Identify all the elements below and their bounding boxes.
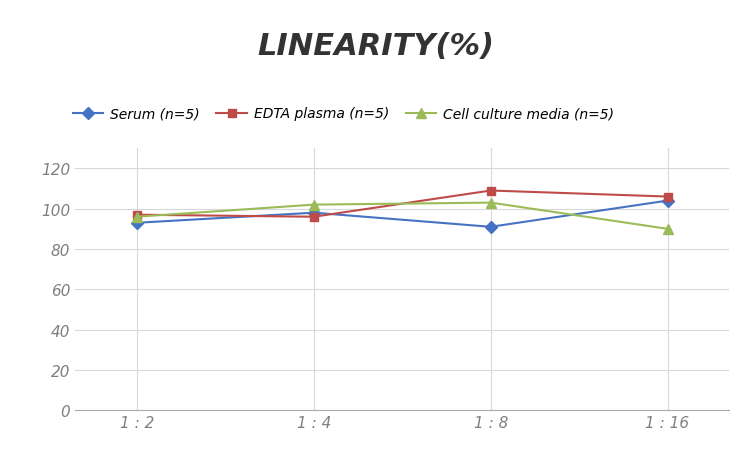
Serum (n=5) [132,221,141,226]
Cell culture media (n=5) [132,215,141,220]
Serum (n=5) [309,211,318,216]
Cell culture media (n=5) [487,200,496,206]
Text: LINEARITY(%): LINEARITY(%) [257,32,495,60]
Serum (n=5) [663,198,672,204]
Cell culture media (n=5) [663,226,672,232]
Line: Serum (n=5): Serum (n=5) [133,197,672,231]
EDTA plasma (n=5) [663,194,672,200]
EDTA plasma (n=5) [487,189,496,194]
Line: Cell culture media (n=5): Cell culture media (n=5) [132,198,672,234]
Legend: Serum (n=5), EDTA plasma (n=5), Cell culture media (n=5): Serum (n=5), EDTA plasma (n=5), Cell cul… [67,101,620,127]
Line: EDTA plasma (n=5): EDTA plasma (n=5) [133,187,672,221]
EDTA plasma (n=5) [132,212,141,218]
Serum (n=5) [487,225,496,230]
Cell culture media (n=5) [309,202,318,208]
EDTA plasma (n=5) [309,215,318,220]
